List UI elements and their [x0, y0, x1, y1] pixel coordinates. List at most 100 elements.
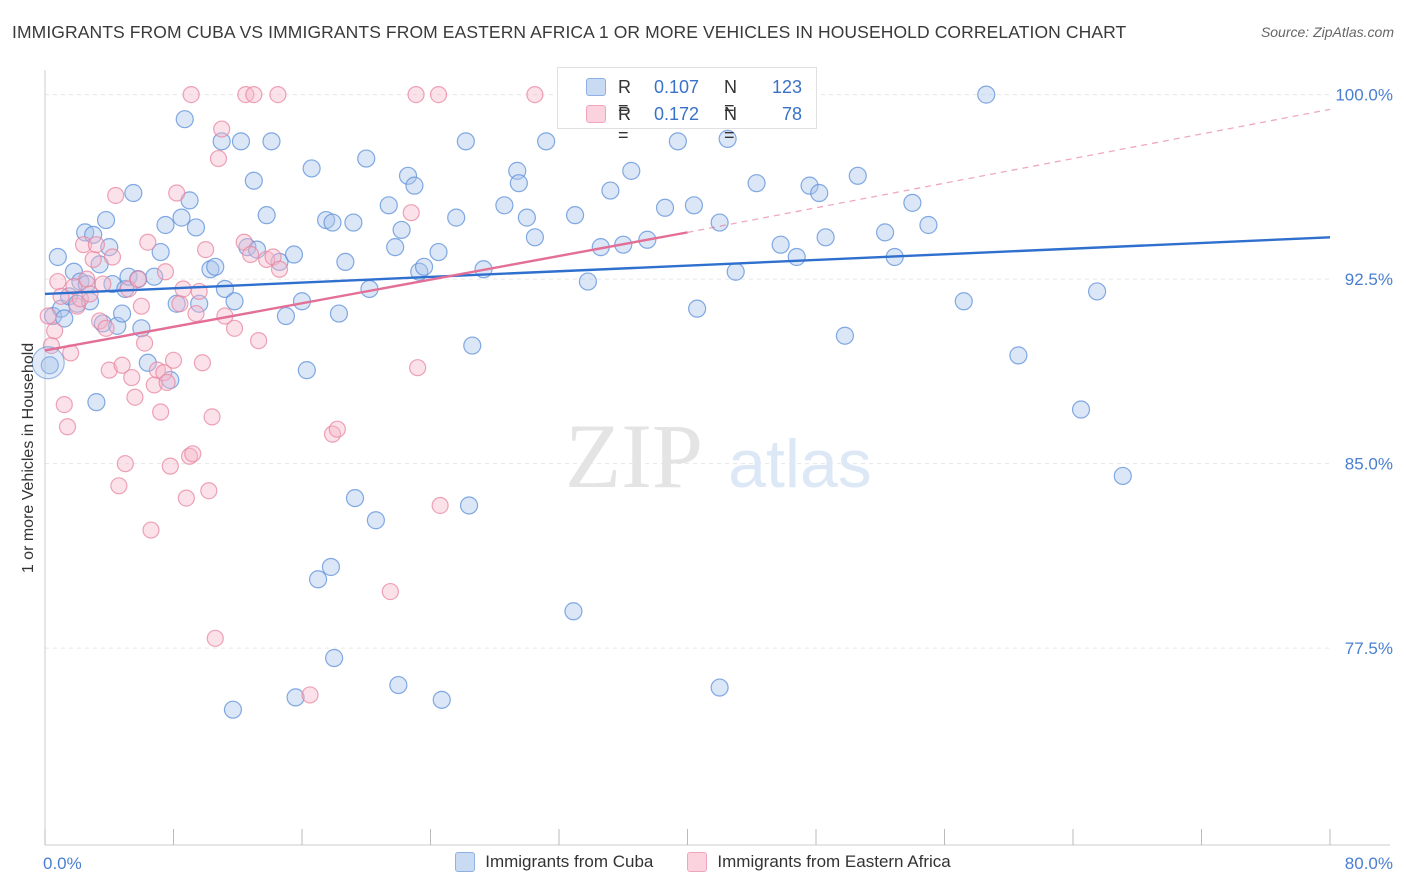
data-point-cuba [124, 183, 143, 203]
data-point-eastern-africa [245, 86, 263, 104]
data-point-eastern-africa [49, 272, 67, 291]
legend-label-cuba: Immigrants from Cuba [485, 852, 654, 871]
data-point-cuba [1009, 346, 1028, 365]
data-point-cuba [800, 176, 819, 195]
data-point-cuba [225, 292, 244, 311]
n-label: N = [724, 104, 737, 145]
data-point-eastern-africa [429, 86, 448, 104]
data-point-eastern-africa [409, 359, 427, 377]
x-tick-label: 0.0% [43, 854, 82, 873]
data-point-cuba [87, 393, 106, 412]
data-point-cuba [357, 149, 376, 168]
data-point-eastern-africa [242, 245, 260, 264]
gridlines [45, 94, 1330, 649]
data-point-cuba [1071, 400, 1091, 419]
y-tick-label: 85.0% [1345, 455, 1393, 474]
data-point-cuba [206, 257, 225, 276]
data-point-cuba [414, 257, 434, 276]
data-point-eastern-africa [126, 388, 144, 406]
legend-item-eastern-africa[interactable]: Immigrants from Eastern Africa [687, 852, 951, 872]
data-point-eastern-africa [81, 285, 99, 303]
data-point-cuba [151, 242, 170, 262]
data-point-cuba [344, 213, 363, 232]
data-point-cuba [276, 306, 296, 326]
data-point-cuba [262, 132, 281, 151]
r-label: R = [618, 104, 631, 145]
data-point-eastern-africa [74, 236, 93, 254]
data-point-eastern-africa [250, 332, 268, 350]
data-point-cuba [875, 223, 895, 242]
data-point-cuba [398, 166, 418, 185]
data-point-eastern-africa [187, 304, 205, 323]
data-point-eastern-africa [431, 496, 449, 515]
data-point-cuba [655, 198, 675, 217]
data-point-cuba [366, 511, 385, 530]
y-tick-label: 92.5% [1345, 270, 1393, 289]
r-label: R = [618, 77, 631, 118]
data-point-eastern-africa [55, 396, 73, 414]
data-point-eastern-africa [193, 354, 212, 372]
data-point-cuba [325, 648, 344, 668]
data-point-eastern-africa [129, 270, 147, 288]
data-point-cuba [835, 326, 855, 345]
data-point-cuba [231, 132, 251, 151]
watermark-zip: ZIP [565, 405, 703, 507]
stats-swatch-cuba [586, 78, 606, 96]
data-point-cuba [212, 132, 231, 151]
data-point-cuba [297, 361, 316, 380]
data-point-cuba [1087, 282, 1107, 301]
data-point-cuba [302, 159, 321, 178]
data-point-cuba [954, 292, 973, 311]
data-point-cuba [223, 700, 243, 719]
legend-swatch-cuba [455, 852, 476, 872]
data-point-cuba [329, 304, 349, 323]
data-point-eastern-africa [402, 204, 420, 222]
data-point-cuba [48, 247, 67, 267]
source-label: Source: ZipAtlas.com [1260, 24, 1394, 40]
data-point-eastern-africa [103, 248, 122, 266]
r-value: 0.107 [654, 77, 700, 97]
data-point-cuba [186, 218, 206, 237]
axes [44, 70, 1390, 846]
data-point-eastern-africa [203, 408, 221, 426]
data-point-cuba [175, 110, 194, 129]
data-point-cuba [308, 570, 328, 589]
data-point-eastern-africa [84, 250, 102, 269]
data-point-eastern-africa [123, 368, 141, 387]
legend: Immigrants from Cuba Immigrants from Eas… [0, 852, 1406, 872]
data-point-eastern-africa [78, 270, 96, 288]
data-point-eastern-africa [116, 455, 134, 473]
data-point-cuba [601, 181, 620, 200]
legend-swatch-eastern-africa [687, 852, 708, 872]
data-point-cuba [810, 183, 829, 203]
data-point-eastern-africa [107, 186, 125, 205]
legend-item-cuba[interactable]: Immigrants from Cuba [455, 852, 653, 872]
data-point-cuba [432, 690, 451, 709]
data-point-eastern-africa [142, 521, 160, 539]
data-point-cuba [688, 299, 707, 318]
data-point-eastern-africa [113, 356, 131, 374]
data-point-eastern-africa [97, 319, 115, 337]
stats-box: R = 0.107 N = 123 R = 0.172 N = 78 [557, 67, 817, 145]
data-point-eastern-africa [206, 629, 224, 647]
data-point-eastern-africa [184, 445, 202, 463]
watermark: ZIP atlas [565, 405, 872, 507]
data-point-eastern-africa [71, 290, 89, 308]
data-point-cuba [286, 688, 305, 707]
data-point-cuba [787, 247, 806, 267]
data-point-cuba [747, 174, 766, 193]
data-point-eastern-africa [155, 364, 173, 382]
y-tick-label: 100.0% [1335, 86, 1393, 105]
data-point-cuba [321, 557, 341, 577]
data-point-cuba [96, 210, 116, 230]
data-point-eastern-africa [139, 233, 157, 251]
data-point-cuba [564, 602, 583, 621]
data-point-cuba [537, 132, 556, 151]
data-point-cuba [710, 678, 729, 697]
data-point-cuba [386, 238, 405, 257]
data-point-eastern-africa [100, 361, 118, 379]
data-point-eastern-africa [182, 86, 200, 104]
data-point-cuba [977, 85, 996, 104]
data-point-cuba [323, 213, 342, 232]
